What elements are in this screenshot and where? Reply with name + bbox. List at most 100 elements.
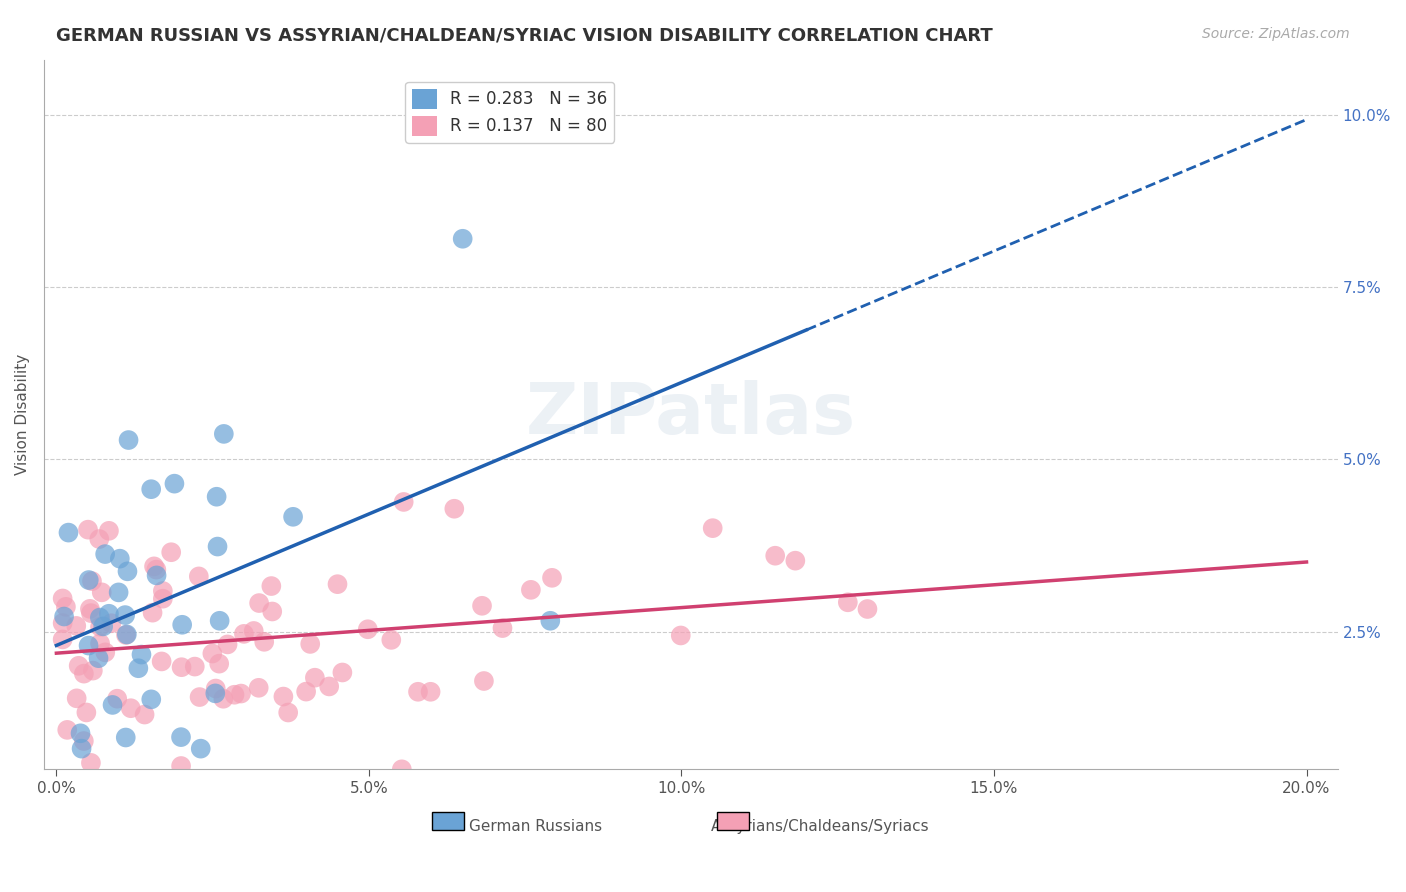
Point bbox=[262, 605, 284, 619]
Point bbox=[117, 433, 139, 447]
Point bbox=[142, 606, 165, 620]
Point bbox=[89, 610, 111, 624]
Point bbox=[273, 690, 295, 704]
Point bbox=[406, 685, 429, 699]
Point bbox=[80, 574, 103, 588]
Point bbox=[152, 591, 174, 606]
Point bbox=[58, 525, 80, 540]
Point bbox=[52, 616, 75, 631]
Point bbox=[253, 635, 276, 649]
Text: Source: ZipAtlas.com: Source: ZipAtlas.com bbox=[1202, 27, 1350, 41]
Point bbox=[541, 571, 564, 585]
Point bbox=[188, 690, 211, 704]
Point bbox=[80, 756, 103, 770]
Text: ZIPatlas: ZIPatlas bbox=[526, 380, 856, 449]
Point bbox=[260, 579, 283, 593]
Point bbox=[69, 726, 91, 740]
Point bbox=[82, 664, 104, 678]
Point bbox=[120, 701, 142, 715]
Point bbox=[233, 627, 256, 641]
Point bbox=[190, 741, 212, 756]
Point bbox=[94, 645, 117, 659]
Point bbox=[471, 599, 494, 613]
Point bbox=[785, 554, 807, 568]
Point bbox=[170, 660, 193, 674]
Point bbox=[66, 691, 89, 706]
Point bbox=[277, 706, 299, 720]
FancyBboxPatch shape bbox=[717, 812, 749, 830]
Point bbox=[357, 622, 380, 636]
Point bbox=[52, 632, 75, 647]
Point bbox=[90, 585, 112, 599]
Point bbox=[87, 651, 110, 665]
Point bbox=[100, 616, 122, 631]
Point bbox=[205, 490, 228, 504]
Point bbox=[89, 620, 111, 634]
Point bbox=[141, 482, 163, 496]
Y-axis label: Vision Disability: Vision Disability bbox=[15, 354, 30, 475]
Point bbox=[856, 602, 879, 616]
Point bbox=[443, 501, 465, 516]
Legend: R = 0.283   N = 36, R = 0.137   N = 80: R = 0.283 N = 36, R = 0.137 N = 80 bbox=[405, 82, 614, 143]
Point bbox=[172, 617, 194, 632]
Point bbox=[56, 723, 79, 737]
Point bbox=[77, 639, 100, 653]
Point bbox=[242, 624, 264, 638]
Point bbox=[204, 686, 226, 700]
Point bbox=[304, 671, 326, 685]
Point bbox=[79, 602, 101, 616]
Point bbox=[837, 595, 859, 609]
Point bbox=[318, 680, 340, 694]
Text: German Russians: German Russians bbox=[470, 819, 602, 834]
Point bbox=[170, 759, 193, 773]
Point bbox=[491, 621, 513, 635]
Point bbox=[108, 551, 131, 566]
Point bbox=[80, 606, 103, 620]
Point bbox=[152, 584, 174, 599]
Point bbox=[145, 563, 167, 577]
Point bbox=[89, 532, 111, 546]
Point bbox=[247, 596, 270, 610]
Point bbox=[184, 659, 207, 673]
Point bbox=[141, 692, 163, 706]
Point bbox=[520, 582, 543, 597]
Point bbox=[114, 731, 136, 745]
Point bbox=[208, 614, 231, 628]
Point bbox=[247, 681, 270, 695]
Point bbox=[115, 627, 138, 641]
Point bbox=[204, 681, 226, 696]
Point bbox=[73, 734, 96, 748]
Point bbox=[392, 495, 415, 509]
Point bbox=[134, 707, 156, 722]
Point bbox=[91, 619, 114, 633]
Point bbox=[52, 591, 75, 606]
Point bbox=[114, 608, 136, 623]
Point bbox=[70, 741, 93, 756]
Point bbox=[229, 687, 252, 701]
Point bbox=[150, 655, 173, 669]
Point bbox=[101, 698, 124, 712]
Point bbox=[332, 665, 354, 680]
Point bbox=[131, 648, 153, 662]
Point bbox=[281, 509, 304, 524]
Point bbox=[391, 762, 413, 776]
Point bbox=[224, 688, 246, 702]
Point bbox=[472, 673, 495, 688]
Point bbox=[97, 524, 120, 538]
Point bbox=[538, 614, 561, 628]
Point bbox=[73, 666, 96, 681]
Point bbox=[127, 661, 149, 675]
Point bbox=[170, 730, 193, 744]
Point bbox=[419, 685, 441, 699]
Point bbox=[212, 426, 235, 441]
Point bbox=[115, 628, 138, 642]
Point bbox=[75, 706, 97, 720]
Point bbox=[53, 609, 76, 624]
Point bbox=[451, 232, 474, 246]
Point bbox=[107, 585, 129, 599]
Text: GERMAN RUSSIAN VS ASSYRIAN/CHALDEAN/SYRIAC VISION DISABILITY CORRELATION CHART: GERMAN RUSSIAN VS ASSYRIAN/CHALDEAN/SYRI… bbox=[56, 27, 993, 45]
Point bbox=[77, 523, 100, 537]
Point bbox=[145, 568, 167, 582]
Text: Assyrians/Chaldeans/Syriacs: Assyrians/Chaldeans/Syriacs bbox=[711, 819, 929, 834]
Point bbox=[299, 637, 322, 651]
